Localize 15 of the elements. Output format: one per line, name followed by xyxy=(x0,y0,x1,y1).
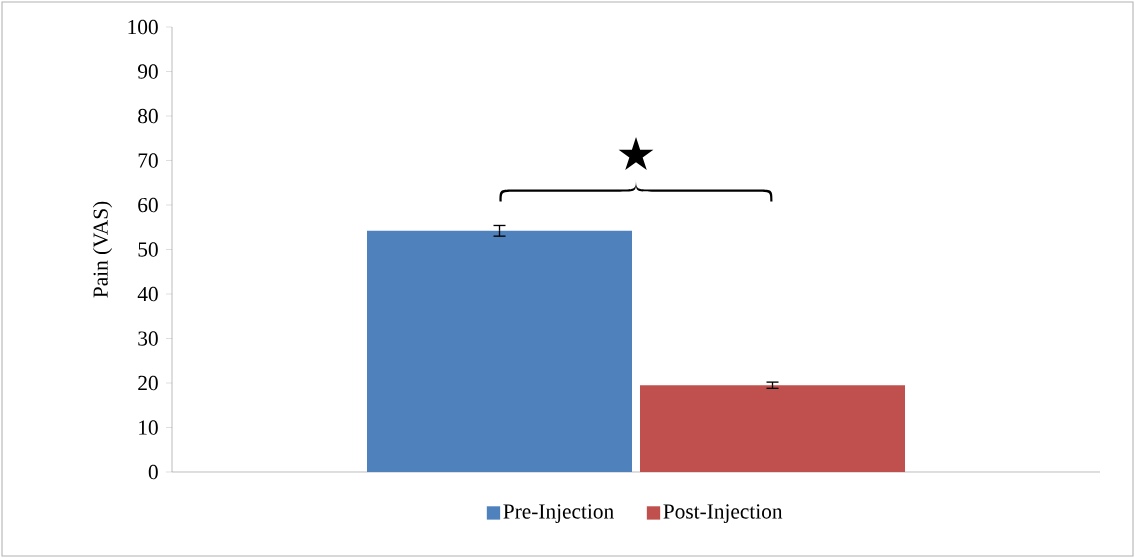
y-tick-label: 70 xyxy=(138,153,158,168)
legend-label: Post-Injection xyxy=(663,504,783,523)
annotation: ★ xyxy=(618,137,654,171)
y-tick-label: 100 xyxy=(128,19,158,35)
y-tick-label: 30 xyxy=(138,331,158,346)
y-tick-label: 80 xyxy=(138,108,158,124)
y-tick-label: 0 xyxy=(148,464,158,480)
y-tick-label: 50 xyxy=(138,242,158,257)
y-tick-label: 40 xyxy=(137,286,158,302)
legend-label: Pre-Injection xyxy=(503,504,614,523)
y-tick-label: 10 xyxy=(139,420,158,435)
y-tick-label: 60 xyxy=(138,197,158,213)
y-tick-label: 90 xyxy=(137,64,158,79)
y-axis-title: Pain (VAS) xyxy=(92,201,113,298)
y-tick-label: 20 xyxy=(138,375,158,391)
